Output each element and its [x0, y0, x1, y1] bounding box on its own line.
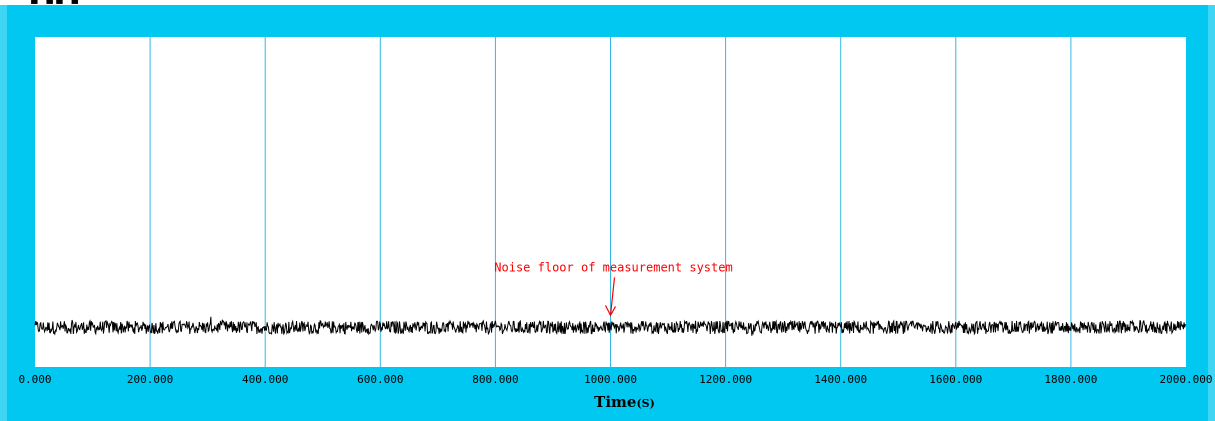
x-tick-label: 1200.000	[699, 373, 752, 386]
annotation: Noise floor of measurement system	[494, 260, 733, 317]
frame-right-edge	[1208, 0, 1215, 421]
x-tick-label: 800.000	[472, 373, 518, 386]
x-tick-label: 2000.000	[1160, 373, 1213, 386]
frame-left-edge	[0, 0, 7, 421]
x-tick-label: 1400.000	[814, 373, 867, 386]
annotation-arrow	[604, 277, 617, 317]
top-strip: ▪ ▪▪ ▪	[0, 0, 1215, 8]
x-tick-label: 400.000	[242, 373, 288, 386]
x-tick-label: 0.000	[18, 373, 51, 386]
x-axis-label: Time(S)	[594, 393, 655, 411]
x-tick-label: 1600.000	[929, 373, 982, 386]
signal-line	[34, 316, 1187, 336]
x-tick-label: 200.000	[127, 373, 173, 386]
x-axis-ticks: 0.000 200.000 400.000 600.000 800.000 1000.00…	[18, 373, 1212, 386]
x-tick-label: 1000.000	[584, 373, 637, 386]
x-tick-label: 1800.000	[1044, 373, 1097, 386]
annotation-text: Noise floor of measurement system	[494, 260, 732, 274]
x-axis-label-unit: (S)	[636, 397, 654, 410]
x-tick-label: 600.000	[357, 373, 403, 386]
cropped-title-glyphs: ▪ ▪▪ ▪	[30, 0, 81, 8]
grid-lines	[149, 37, 1072, 367]
x-axis-label-text: Time	[594, 393, 636, 411]
